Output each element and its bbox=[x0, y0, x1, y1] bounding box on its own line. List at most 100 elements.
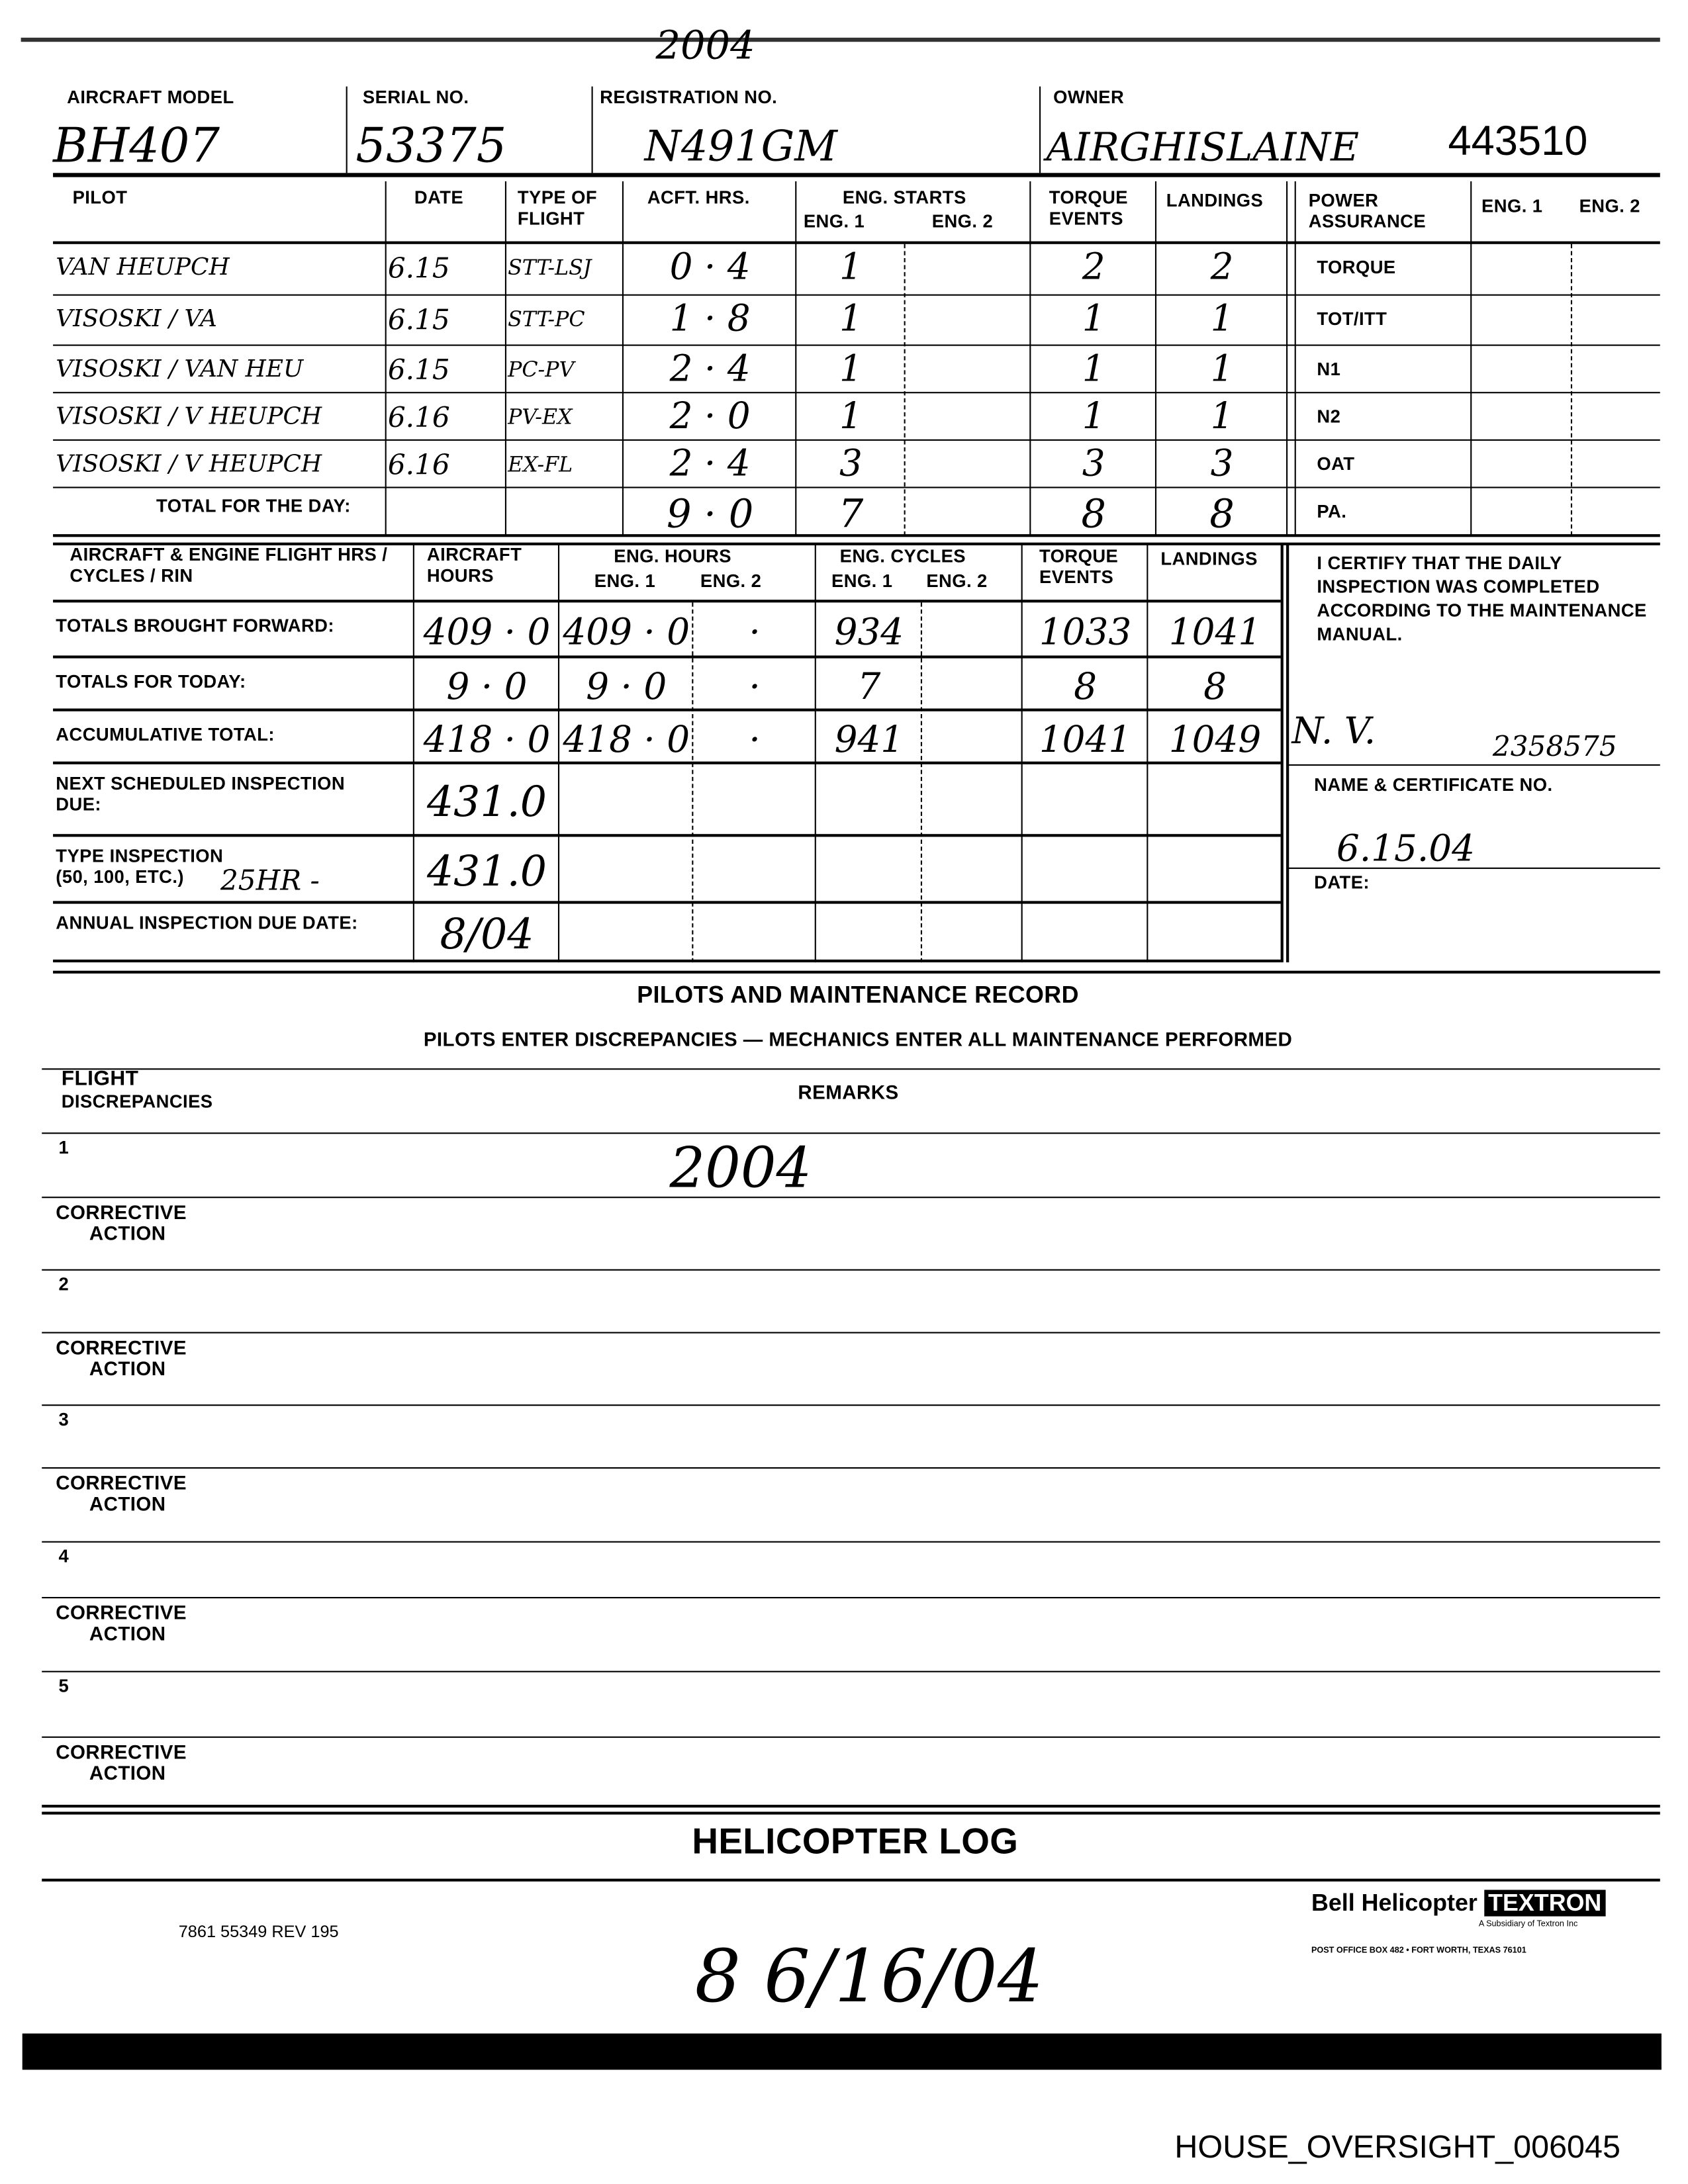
pilot-row-landings: 1 bbox=[1210, 348, 1234, 391]
power-assurance-oat: OAT bbox=[1317, 453, 1355, 475]
rule bbox=[42, 1332, 1660, 1334]
discrepancy-field-4[interactable] bbox=[223, 1544, 1660, 1594]
column-divider bbox=[1147, 543, 1149, 963]
aircraft-hours-header: AIRCRAFT HOURS bbox=[426, 543, 522, 586]
pilot-row-date: 6.16 bbox=[387, 400, 450, 434]
form-number: 7861 55349 REV 195 bbox=[178, 1921, 339, 1942]
pilot-row-pilot: VISOSKI / VA bbox=[56, 305, 217, 334]
rule bbox=[42, 1541, 1660, 1543]
column-divider bbox=[1286, 543, 1289, 963]
registration-label: REGISTRATION NO. bbox=[600, 86, 778, 108]
header-eng-starts-eng2: ENG. 2 bbox=[931, 210, 994, 232]
torque-events-header: TORQUE EVENTS bbox=[1039, 545, 1119, 588]
totals-row-torque: 1033 bbox=[1039, 612, 1132, 655]
corrective-action-field-4[interactable] bbox=[0, 1600, 1660, 1668]
row-rule bbox=[53, 294, 1660, 296]
discrepancy-number: 3 bbox=[58, 1408, 70, 1430]
corrective-action-label: CORRECTIVE bbox=[56, 1741, 187, 1763]
discrepancy-field-3[interactable] bbox=[223, 1407, 1660, 1464]
discrepancy-field-2[interactable] bbox=[223, 1272, 1660, 1329]
rule bbox=[42, 1804, 1660, 1808]
type-inspection-interval: 25HR - bbox=[220, 863, 320, 897]
header-rule bbox=[53, 173, 1660, 177]
totals-row-eh1: 9 · 0 bbox=[586, 666, 667, 709]
eng-cycles-eng2: ENG. 2 bbox=[926, 570, 988, 592]
pilot-row-hrs: 1 · 8 bbox=[669, 298, 751, 341]
signature: N. V. bbox=[1291, 711, 1376, 753]
bates-number: HOUSE_OVERSIGHT_006045 bbox=[1174, 2128, 1620, 2165]
row-rule bbox=[53, 834, 1281, 837]
corrective-action-field-5[interactable] bbox=[0, 1739, 1660, 1802]
pilot-row-hrs: 2 · 4 bbox=[669, 443, 751, 486]
rule bbox=[42, 1404, 1660, 1406]
totals-row-landings: 1041 bbox=[1168, 612, 1262, 655]
pilot-row-torque: 3 bbox=[1082, 443, 1105, 486]
discrepancy-field-5[interactable] bbox=[223, 1674, 1660, 1734]
rule bbox=[42, 1811, 1660, 1815]
totals-row-acft: 409 · 0 bbox=[423, 612, 551, 655]
header-acft-hrs: ACFT. HRS. bbox=[647, 187, 750, 208]
column-divider bbox=[1029, 181, 1031, 536]
certificate-no: 2358575 bbox=[1492, 729, 1617, 763]
totals-row-ec1: 7 bbox=[857, 666, 881, 709]
pilot-row-landings: 1 bbox=[1210, 298, 1234, 341]
rule bbox=[53, 970, 1660, 974]
totals-row-label: ACCUMULATIVE TOTAL: bbox=[56, 723, 275, 745]
pilot-row-type: PC-PV bbox=[508, 357, 575, 383]
row-rule bbox=[53, 959, 1281, 963]
totals-row-label: TOTALS FOR TODAY: bbox=[56, 670, 246, 692]
pilot-row-eng1: 1 bbox=[839, 396, 863, 438]
bell-helicopter-logo: Bell Helicopter TEXTRON bbox=[1311, 1889, 1606, 1918]
pilot-row-date: 6.15 bbox=[387, 302, 450, 336]
totals-row-landings: 8 bbox=[1203, 666, 1227, 709]
discrepancy-field-1[interactable] bbox=[223, 1135, 1660, 1194]
record-subtitle: PILOTS ENTER DISCREPANCIES — MECHANICS E… bbox=[423, 1028, 1293, 1050]
row-rule bbox=[53, 655, 1281, 659]
totals-row-landings: 1049 bbox=[1168, 719, 1262, 762]
row-rule bbox=[53, 392, 1660, 394]
pilot-row-landings: 2 bbox=[1210, 247, 1234, 289]
rule bbox=[53, 542, 1660, 545]
top-annotation: 2004 bbox=[655, 22, 755, 69]
pilot-row-torque: 1 bbox=[1082, 348, 1105, 391]
row-rule bbox=[53, 761, 1281, 764]
row-rule bbox=[53, 708, 1281, 711]
certify-date-label: DATE: bbox=[1314, 872, 1370, 893]
pilot-row-torque: 2 bbox=[1082, 247, 1105, 289]
eng-cycles-eng1: ENG. 1 bbox=[831, 570, 893, 592]
total-eng1: 7 bbox=[838, 490, 864, 537]
corrective-action-field-2[interactable] bbox=[0, 1335, 1660, 1402]
eng-hours-eng1: ENG. 1 bbox=[594, 570, 656, 592]
corrective-action-label: ACTION bbox=[89, 1621, 166, 1645]
power-assurance-totitt: TOT/ITT bbox=[1317, 308, 1387, 330]
row-rule bbox=[53, 439, 1660, 441]
rule bbox=[42, 1269, 1660, 1271]
pilot-row-landings: 3 bbox=[1210, 443, 1234, 486]
pilot-row-date: 6.16 bbox=[387, 447, 450, 482]
divider bbox=[346, 86, 348, 173]
corrective-action-label: CORRECTIVE bbox=[56, 1336, 187, 1359]
totals-row-ec1: 941 bbox=[834, 719, 904, 762]
column-divider bbox=[557, 543, 560, 963]
power-assurance-pa: PA. bbox=[1317, 500, 1347, 522]
pilot-row-pilot: VISOSKI / VAN HEU bbox=[56, 355, 304, 384]
discrepancy-number: 1 bbox=[58, 1136, 70, 1158]
totals-row-eh2: · bbox=[749, 719, 761, 762]
totals-row-eh1: 418 · 0 bbox=[563, 719, 690, 762]
totals-row-acft: 418 · 0 bbox=[423, 719, 551, 762]
eng-cycles-header: ENG. CYCLES bbox=[839, 545, 966, 567]
totals-row-label: TOTALS BROUGHT FORWARD: bbox=[56, 615, 334, 636]
totals-row-eh2: · bbox=[749, 666, 761, 709]
totals-row-acft: 8/04 bbox=[440, 911, 534, 960]
rule bbox=[42, 1670, 1660, 1672]
corrective-action-label: ACTION bbox=[89, 1492, 166, 1515]
column-divider bbox=[1021, 543, 1023, 963]
aircraft-model-label: AIRCRAFT MODEL bbox=[67, 86, 234, 108]
corrective-action-field-1[interactable] bbox=[0, 1199, 1660, 1266]
registration-value: N491GM bbox=[644, 122, 837, 172]
column-divider bbox=[1470, 181, 1472, 536]
corrective-action-label: CORRECTIVE bbox=[56, 1201, 187, 1224]
dashed-divider bbox=[920, 602, 922, 963]
corrective-action-field-3[interactable] bbox=[0, 1470, 1660, 1538]
column-divider bbox=[795, 181, 797, 536]
